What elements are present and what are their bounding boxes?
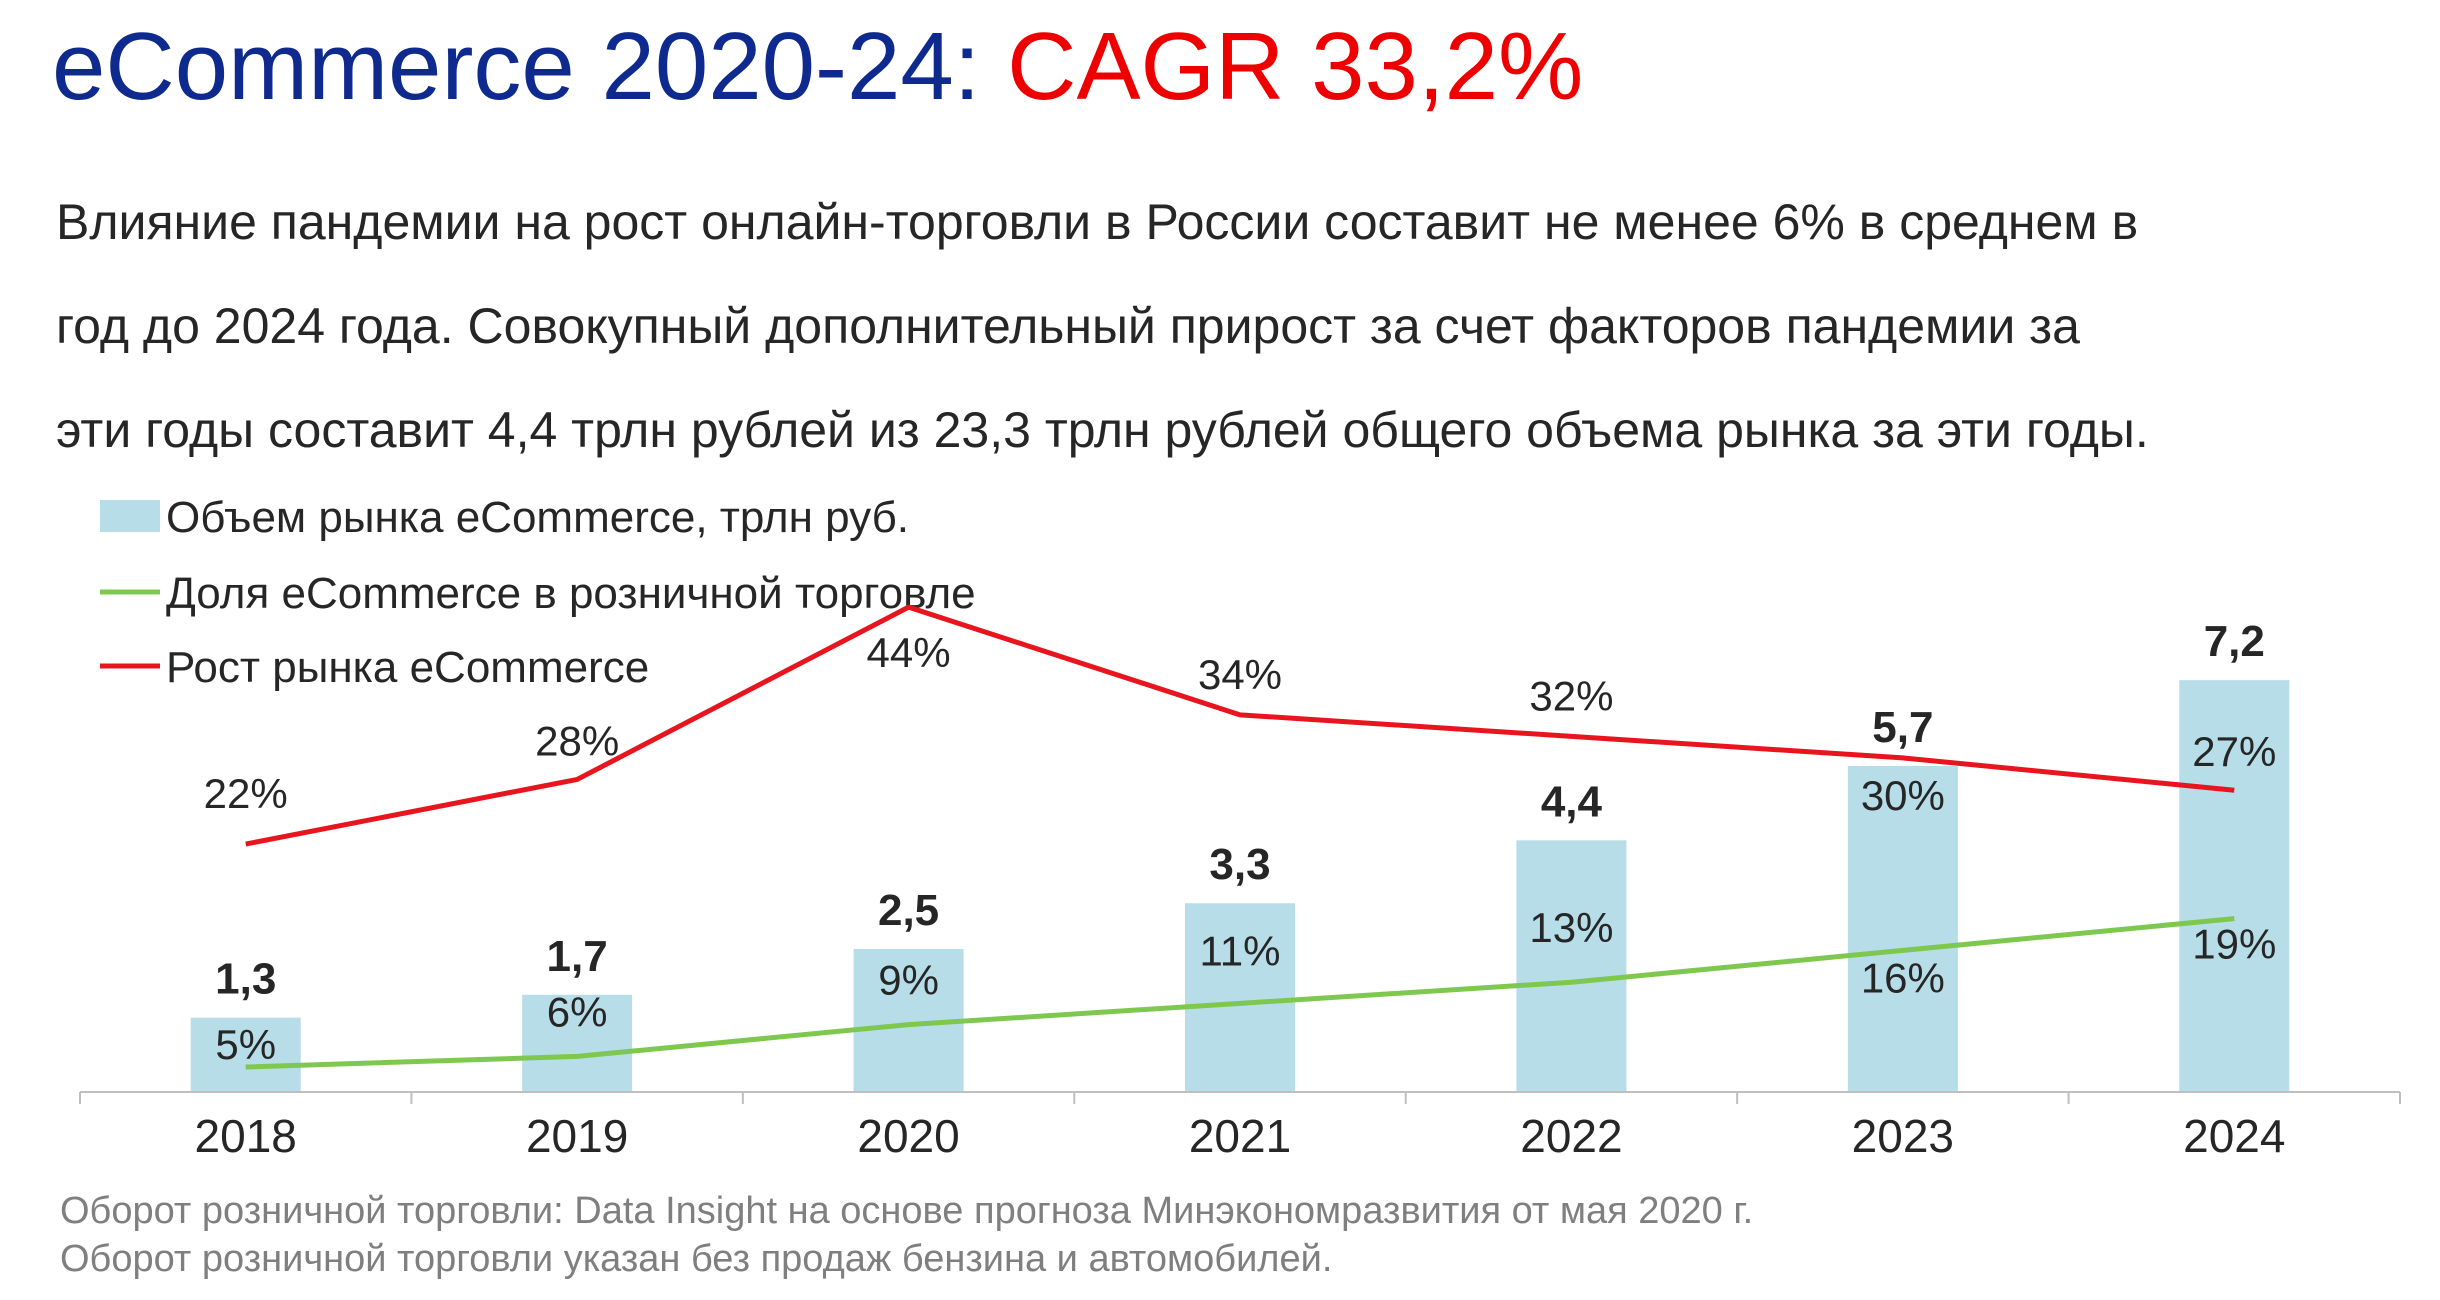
bar-2023 <box>1847 765 1958 1092</box>
legend-label: Доля eCommerce в розничной торговле <box>166 569 976 618</box>
growth-value-label: 32% <box>1529 672 1613 719</box>
x-tick-label: 2020 <box>857 1110 959 1162</box>
legend-label: Рост рынка eCommerce <box>166 643 649 692</box>
bar-2019 <box>522 994 633 1092</box>
share-value-label: 6% <box>547 988 608 1035</box>
bar-2024 <box>2179 680 2290 1092</box>
bar-series <box>190 680 2290 1092</box>
data-labels: 1,3 1,7 2,5 3,3 4,4 5,7 7,2 22% 28% 44% 34% 32% 30% 2… <box>204 617 2277 1068</box>
share-value-label: 5% <box>215 1021 276 1068</box>
x-tick-label: 2021 <box>1189 1110 1291 1162</box>
bar-value-label: 1,7 <box>547 932 608 981</box>
growth-line-series <box>245 604 2235 847</box>
footnote-note: Оборот розничной торговли указан без про… <box>60 1238 1333 1280</box>
share-line <box>245 916 2235 1070</box>
growth-value-label: 28% <box>535 717 619 764</box>
subtitle-line: эти годы составит 4,4 трлн рублей из 23,… <box>56 402 2149 458</box>
growth-value-label: 34% <box>1198 651 1282 698</box>
x-tick-label: 2022 <box>1520 1110 1622 1162</box>
bar-value-label: 4,4 <box>1541 777 1603 826</box>
share-value-label: 19% <box>2192 921 2276 968</box>
share-value-label: 16% <box>1861 954 1945 1001</box>
bar-value-label: 2,5 <box>878 886 939 935</box>
bar-value-label: 7,2 <box>2204 617 2265 666</box>
subtitle-line: год до 2024 года. Совокупный дополнитель… <box>56 298 2080 354</box>
legend-label: Объем рынка eCommerce, трлн руб. <box>166 493 909 542</box>
share-line-series <box>245 916 2235 1070</box>
growth-value-label: 30% <box>1861 772 1945 819</box>
subtitle-text: Влияние пандемии на рост онлайн-торговли… <box>56 170 2356 482</box>
share-value-label: 13% <box>1529 904 1613 951</box>
title-accent-cagr: CAGR 33,2% <box>1007 13 1584 120</box>
x-tick-label: 2018 <box>195 1110 297 1162</box>
footnote-source: Оборот розничной торговли: Data Insight … <box>60 1190 1754 1232</box>
bar-2022 <box>1516 840 1627 1092</box>
chart-title: eCommerce 2020-24: CAGR 33,2% <box>52 14 1583 120</box>
bar-value-label: 5,7 <box>1872 703 1933 752</box>
legend-swatch-bar <box>100 500 160 532</box>
combo-chart: Объем рынка eCommerce, трлн руб. Доля eCo… <box>79 493 2401 1162</box>
x-axis: 2018 2019 2020 2021 2022 2023 2024 <box>79 1091 2401 1162</box>
share-value-label: 9% <box>878 957 939 1004</box>
chart-legend: Объем рынка eCommerce, трлн руб. Доля eCo… <box>100 493 976 692</box>
title-main: eCommerce 2020-24: <box>52 13 981 120</box>
bar-value-label: 3,3 <box>1209 840 1270 889</box>
x-tick-label: 2023 <box>1852 1110 1954 1162</box>
share-value-label: 11% <box>1200 927 1281 974</box>
subtitle-line: Влияние пандемии на рост онлайн-торговли… <box>56 194 2139 250</box>
growth-line <box>245 604 2235 847</box>
bar-2018 <box>190 1017 301 1092</box>
bar-value-label: 1,3 <box>215 955 276 1004</box>
bar-2021 <box>1185 903 1295 1092</box>
x-tick-label: 2024 <box>2183 1110 2285 1162</box>
growth-value-label: 27% <box>2192 728 2276 775</box>
growth-value-label: 44% <box>867 629 951 676</box>
growth-value-label: 22% <box>204 770 288 817</box>
x-tick-label: 2019 <box>526 1110 628 1162</box>
